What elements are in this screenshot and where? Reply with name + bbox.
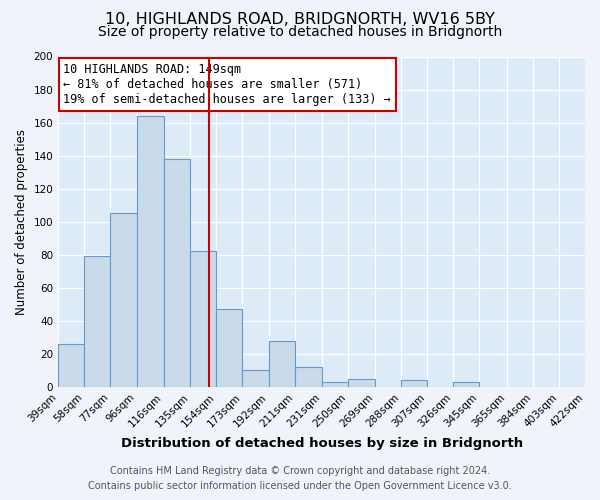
- Bar: [85, 256, 110, 387]
- Text: Contains HM Land Registry data © Crown copyright and database right 2024.
Contai: Contains HM Land Registry data © Crown c…: [88, 466, 512, 491]
- X-axis label: Distribution of detached houses by size in Bridgnorth: Distribution of detached houses by size …: [121, 437, 523, 450]
- Bar: [295, 367, 322, 387]
- Bar: [164, 159, 190, 387]
- Bar: [453, 382, 479, 387]
- Bar: [242, 370, 269, 387]
- Text: Size of property relative to detached houses in Bridgnorth: Size of property relative to detached ho…: [98, 25, 502, 39]
- Bar: [190, 252, 217, 387]
- Text: 10 HIGHLANDS ROAD: 149sqm
← 81% of detached houses are smaller (571)
19% of semi: 10 HIGHLANDS ROAD: 149sqm ← 81% of detac…: [64, 63, 391, 106]
- Y-axis label: Number of detached properties: Number of detached properties: [15, 128, 28, 314]
- Bar: [217, 310, 242, 387]
- Bar: [137, 116, 164, 387]
- Bar: [110, 214, 137, 387]
- Bar: [349, 378, 374, 387]
- Bar: [401, 380, 427, 387]
- Bar: [322, 382, 349, 387]
- Text: 10, HIGHLANDS ROAD, BRIDGNORTH, WV16 5BY: 10, HIGHLANDS ROAD, BRIDGNORTH, WV16 5BY: [105, 12, 495, 28]
- Bar: [58, 344, 85, 387]
- Bar: [269, 340, 295, 387]
